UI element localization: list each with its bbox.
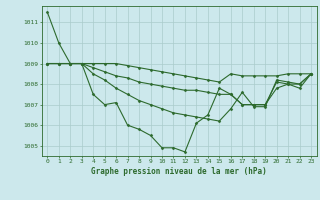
X-axis label: Graphe pression niveau de la mer (hPa): Graphe pression niveau de la mer (hPa) — [91, 167, 267, 176]
